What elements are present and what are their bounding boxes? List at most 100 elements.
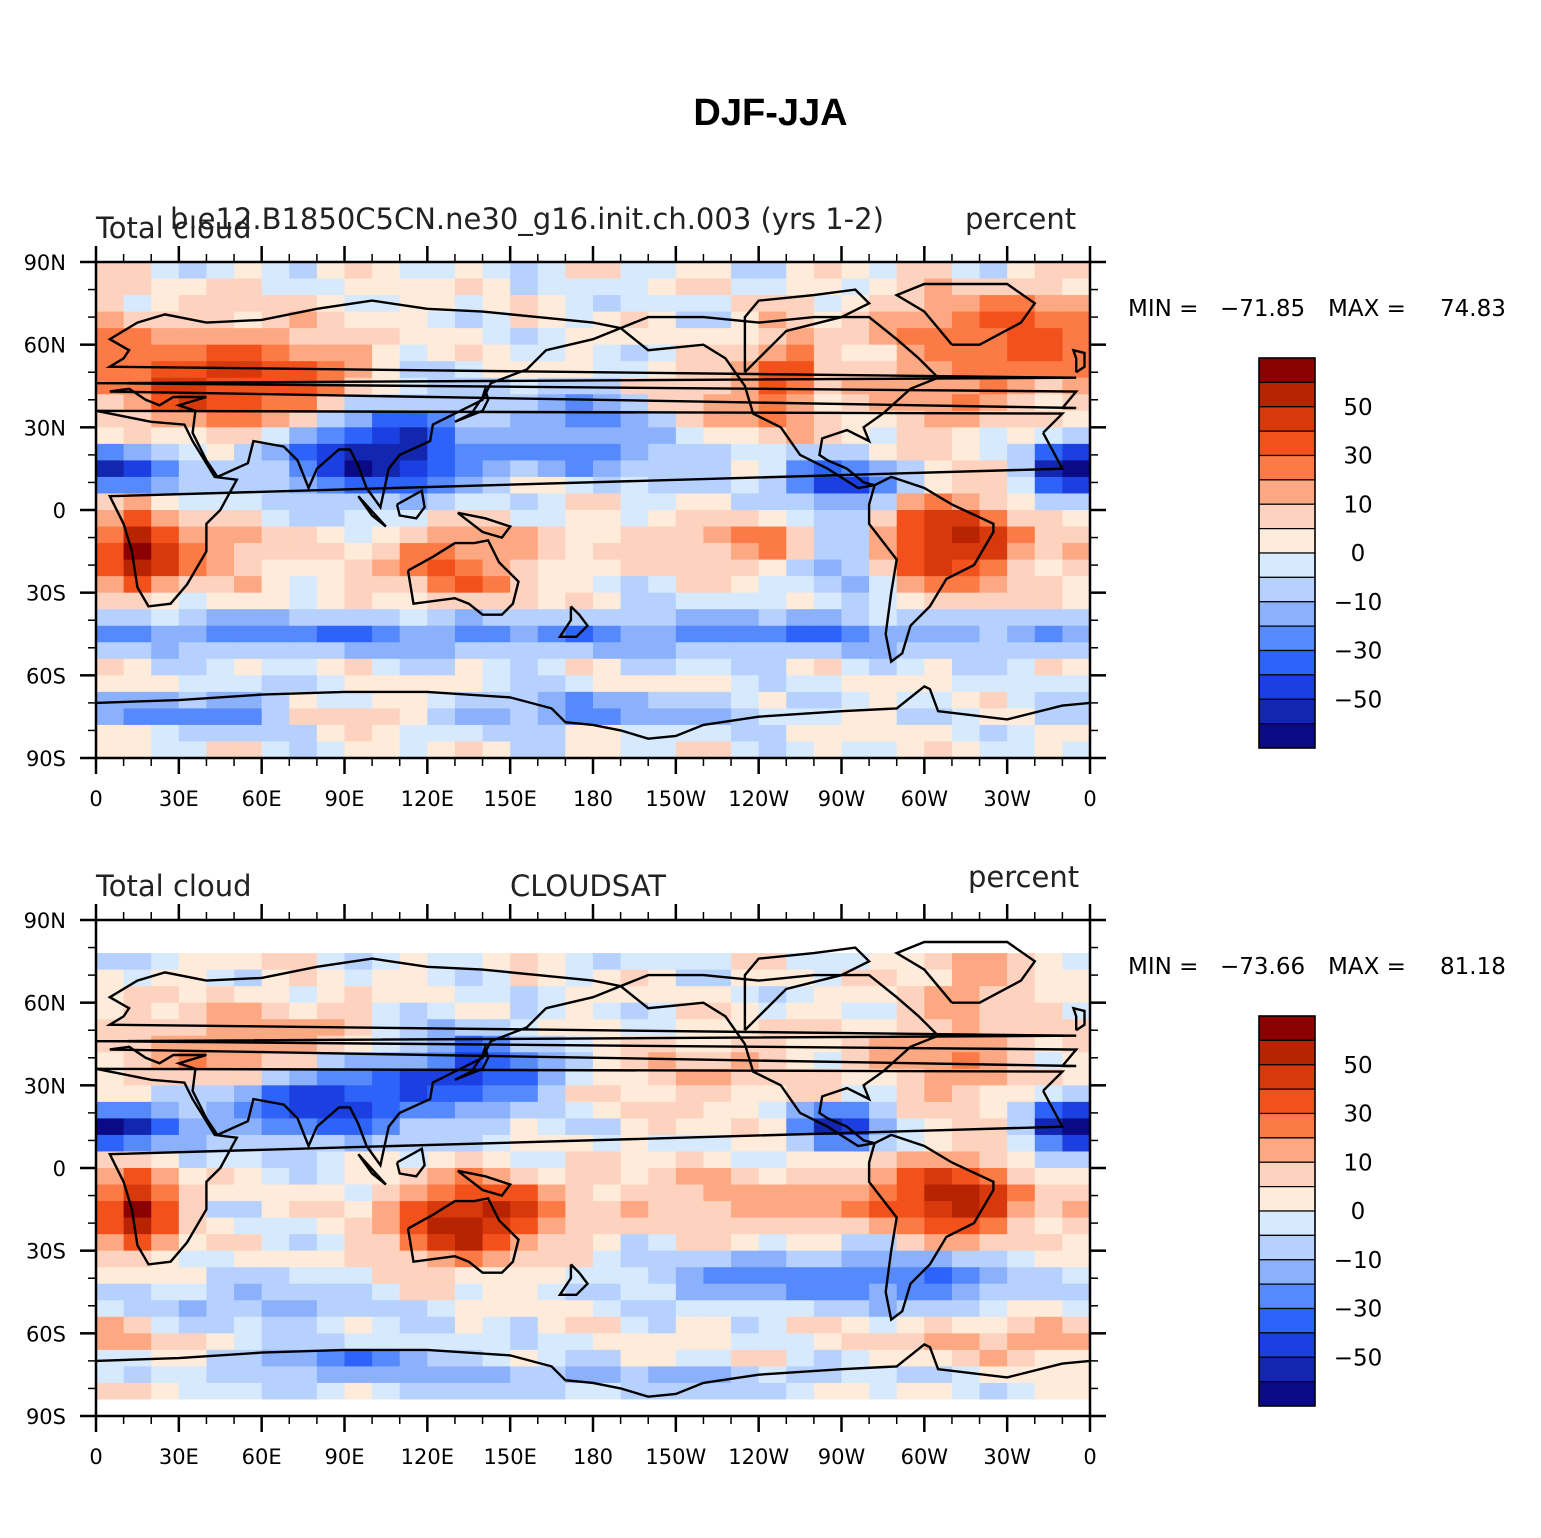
- field-cell: [1034, 410, 1063, 428]
- missing-data-cell: [703, 920, 732, 938]
- field-cell: [675, 642, 705, 660]
- field-cell: [510, 1101, 539, 1119]
- field-cell: [344, 394, 373, 412]
- field-cell: [841, 278, 870, 296]
- field-cell: [593, 1134, 622, 1153]
- field-cell: [1062, 1068, 1091, 1086]
- field-cell: [869, 953, 898, 971]
- field-cell: [178, 658, 208, 676]
- coastline: [1071, 348, 1086, 374]
- field-cell: [151, 609, 180, 627]
- field-cell: [289, 394, 318, 412]
- field-cell: [593, 658, 622, 676]
- field-cell: [261, 410, 290, 428]
- field-cell: [123, 543, 152, 561]
- field-cell: [510, 1201, 539, 1219]
- field-cell: [261, 724, 290, 743]
- field-cell: [261, 344, 290, 362]
- field-cell: [289, 724, 318, 743]
- field-cell: [648, 1234, 677, 1252]
- field-cell: [482, 691, 511, 709]
- field-cell: [1034, 476, 1063, 495]
- field-cell: [731, 526, 760, 544]
- field-cell: [896, 1184, 925, 1202]
- field-cell: [786, 1283, 815, 1301]
- missing-data-cell: [786, 920, 815, 938]
- field-cell: [703, 592, 732, 610]
- field-cell: [510, 741, 539, 759]
- field-cell: [869, 295, 898, 313]
- field-cell: [841, 559, 870, 577]
- field-cell: [758, 1234, 787, 1252]
- field-cell: [703, 493, 732, 511]
- field-cell: [454, 1283, 484, 1301]
- field-cell: [786, 1035, 815, 1053]
- field-cell: [316, 262, 346, 280]
- field-cell: [261, 675, 290, 693]
- field-cell: [427, 724, 456, 743]
- field-cell: [178, 460, 208, 478]
- field-cell: [537, 510, 566, 528]
- field-cell: [537, 1118, 566, 1136]
- field-cell: [344, 1316, 373, 1334]
- field-cell: [510, 658, 539, 676]
- field-cell: [96, 1250, 125, 1268]
- field-cell: [731, 1250, 760, 1268]
- field-cell: [951, 1035, 981, 1053]
- field-cell: [731, 675, 760, 693]
- field-cell: [316, 1068, 346, 1086]
- field-cell: [979, 443, 1008, 461]
- field-cell: [537, 344, 566, 362]
- field-cell: [372, 543, 401, 561]
- field-cell: [206, 1002, 235, 1020]
- field-cell: [537, 476, 566, 495]
- field-cell: [1007, 410, 1036, 428]
- field-cell: [316, 1267, 346, 1285]
- missing-data-cell: [206, 936, 235, 954]
- colorbar-swatch: [1258, 1283, 1316, 1310]
- missing-data-cell: [703, 936, 732, 954]
- field-cell: [703, 691, 732, 709]
- field-cell: [951, 1234, 981, 1252]
- field-cell: [924, 510, 953, 528]
- field-cell: [1007, 1300, 1036, 1318]
- field-cell: [289, 1168, 318, 1186]
- field-cell: [289, 1250, 318, 1268]
- field-cell: [593, 625, 622, 643]
- field-cell: [289, 543, 318, 561]
- field-cell: [841, 1366, 870, 1384]
- field-cell: [427, 642, 456, 660]
- field-cell: [151, 1382, 180, 1401]
- field-cell: [703, 986, 732, 1004]
- field-cell: [869, 328, 898, 346]
- lat-tick-label: 90S: [26, 1405, 66, 1429]
- field-cell: [454, 724, 484, 743]
- field-cell: [813, 476, 843, 495]
- field-cell: [372, 1068, 401, 1086]
- field-cell: [703, 328, 732, 346]
- missing-data-cell: [123, 920, 152, 938]
- field-cell: [482, 1201, 511, 1219]
- field-cell: [1007, 543, 1036, 561]
- coastline: [406, 1196, 520, 1274]
- field-cell: [206, 691, 235, 709]
- field-cell: [151, 1068, 180, 1086]
- field-cell: [123, 510, 152, 528]
- missing-data-cell: [399, 920, 428, 938]
- field-cell: [813, 953, 843, 971]
- field-cell: [206, 1134, 235, 1153]
- field-cell: [399, 576, 428, 594]
- field-cell: [924, 476, 953, 495]
- field-cell: [123, 262, 152, 280]
- field-cell: [758, 609, 787, 627]
- missing-data-cell: [565, 936, 594, 954]
- lat-tick-label: 30S: [26, 582, 66, 606]
- lat-tick-label: 30S: [26, 1240, 66, 1264]
- field-cell: [758, 1019, 787, 1037]
- field-cell: [178, 609, 208, 627]
- lon-tick-label: 60E: [242, 1445, 282, 1469]
- field-cell: [1007, 559, 1036, 577]
- missing-data-cell: [537, 936, 566, 954]
- field-cell: [648, 377, 677, 395]
- field-cell: [399, 344, 428, 362]
